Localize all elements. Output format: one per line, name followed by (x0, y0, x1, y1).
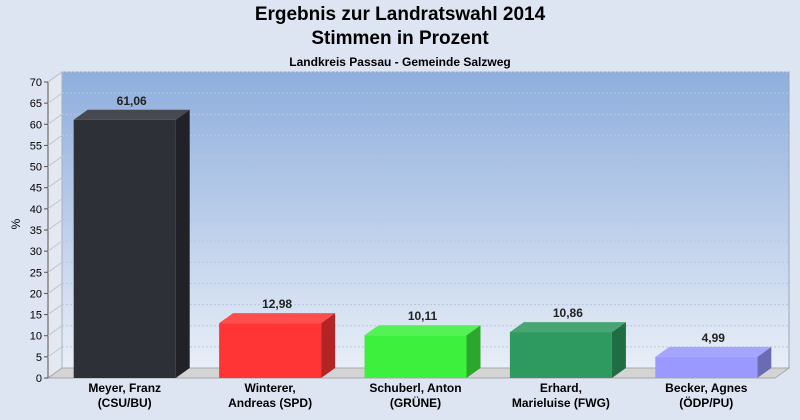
x-tick-label: Becker, Agnes (665, 381, 748, 395)
bar-top (364, 325, 481, 336)
y-tick-label: 40 (30, 204, 42, 216)
x-tick-label: Marieluise (FWG) (512, 396, 610, 410)
gridline-side (47, 198, 63, 210)
chart-title: Ergebnis zur Landratswahl 2014 (254, 4, 546, 25)
x-tick-label: Andreas (SPD) (228, 396, 312, 410)
gridline-side (47, 92, 63, 104)
y-tick-label: 20 (30, 288, 42, 300)
x-tick-label: (CSU/BU) (98, 396, 152, 410)
y-tick-label: 60 (30, 119, 42, 131)
data-label: 10,11 (408, 309, 438, 323)
x-tick-label: Erhard, (540, 381, 582, 395)
bar-side (466, 325, 481, 378)
bar (73, 109, 190, 378)
bar-front (73, 119, 176, 378)
gridline-side (47, 283, 63, 294)
bar (219, 313, 336, 378)
y-tick-label: 0 (36, 373, 42, 385)
bar-top (219, 313, 336, 324)
x-tick-label: Winterer, (244, 381, 295, 395)
y-tick-label: 45 (30, 183, 42, 195)
gridline-side (47, 135, 63, 146)
gridline-side (47, 71, 63, 83)
y-tick-label: 10 (30, 331, 42, 343)
bar (655, 346, 772, 378)
y-tick-label: 50 (30, 162, 42, 174)
bar-front (509, 332, 612, 378)
bar-front (364, 335, 467, 378)
data-label: 4,99 (702, 331, 726, 345)
bar-front (655, 356, 758, 378)
gridline-side (47, 261, 63, 273)
x-tick-label: Schuberl, Anton (369, 381, 461, 395)
y-tick-label: 15 (30, 310, 42, 322)
gridline-side (47, 113, 63, 125)
gridline-side (47, 325, 63, 337)
chart-caption: Landkreis Passau - Gemeinde Salzweg (289, 55, 511, 69)
bar (364, 325, 481, 378)
data-label: 10,86 (553, 306, 583, 320)
gridline-side (47, 156, 63, 167)
bar-top (509, 322, 626, 333)
gridline-side (47, 304, 63, 315)
gridline-side (47, 346, 63, 358)
data-label: 61,06 (117, 94, 147, 108)
x-tick-label: (GRÜNE) (390, 395, 441, 410)
bar-side (321, 313, 336, 378)
bar-side (757, 346, 772, 378)
y-tick-label: 30 (30, 246, 42, 258)
bar-front (219, 323, 322, 378)
gridline-side (47, 177, 63, 189)
y-tick-label: 70 (30, 77, 42, 89)
y-tick-label: 65 (30, 98, 42, 110)
bar-top (73, 109, 190, 120)
y-tick-label: 35 (30, 225, 42, 237)
bar (509, 322, 626, 378)
data-label: 12,98 (262, 297, 292, 311)
y-tick-label: 25 (30, 267, 42, 279)
bar-side (175, 109, 190, 378)
x-tick-label: Meyer, Franz (88, 381, 161, 395)
y-tick-label: 5 (36, 352, 42, 364)
y-axis-label: % (9, 218, 23, 229)
x-tick-label: (ÖDP/PU) (679, 395, 733, 410)
y-tick-label: 55 (30, 140, 42, 152)
chart-subtitle: Stimmen in Prozent (311, 28, 489, 49)
bar-side (611, 322, 626, 378)
bar-top (655, 346, 772, 357)
gridline-side (47, 219, 63, 231)
gridline-side (47, 240, 63, 252)
